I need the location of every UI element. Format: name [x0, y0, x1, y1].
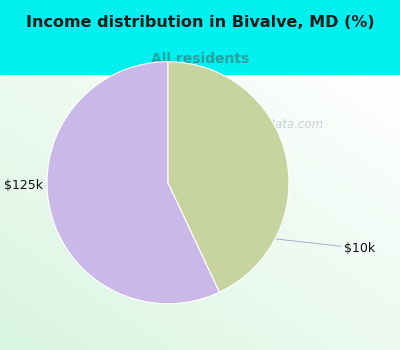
Text: City-Data.com: City-Data.com: [240, 118, 324, 131]
Wedge shape: [168, 62, 289, 292]
Text: $125k: $125k: [4, 178, 118, 192]
Text: All residents: All residents: [151, 52, 249, 66]
Wedge shape: [47, 62, 220, 304]
Text: $10k: $10k: [262, 237, 375, 255]
Text: Income distribution in Bivalve, MD (%): Income distribution in Bivalve, MD (%): [26, 15, 374, 30]
